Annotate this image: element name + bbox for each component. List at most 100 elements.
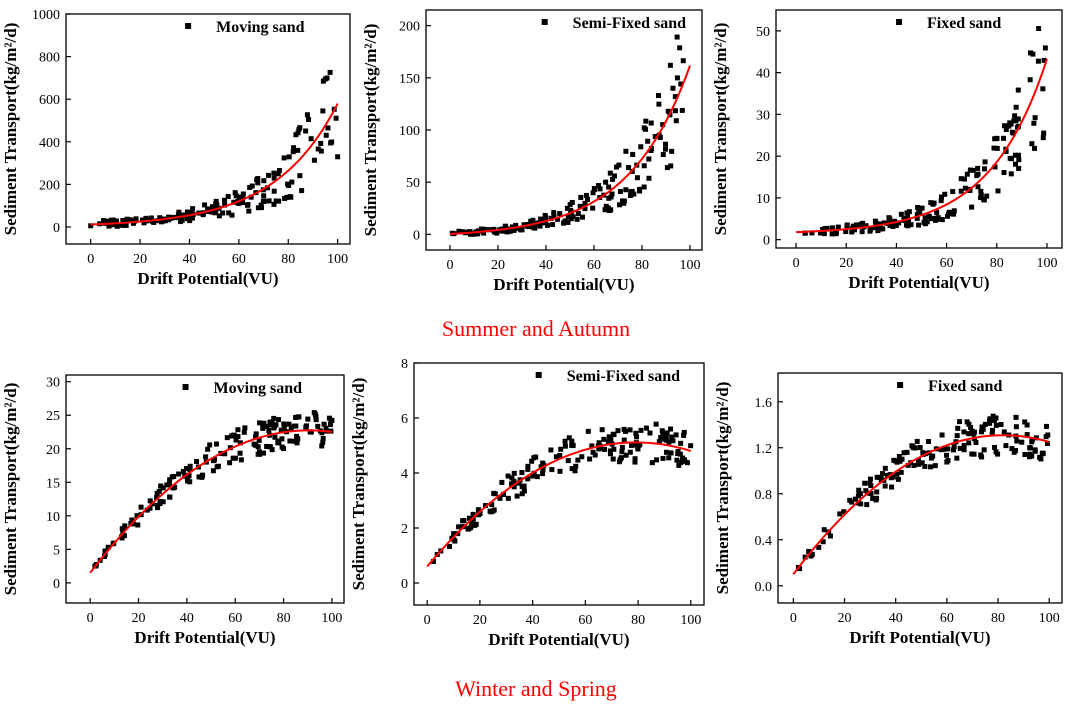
data-point	[509, 475, 515, 481]
data-point	[893, 458, 899, 464]
data-point	[887, 216, 893, 222]
data-point	[499, 479, 505, 485]
data-point	[247, 184, 253, 190]
data-point	[155, 505, 161, 511]
season-label-summer-autumn: Summer and Autumn	[441, 316, 631, 341]
data-point	[608, 436, 614, 442]
data-point	[313, 417, 319, 423]
data-point	[632, 459, 638, 465]
fit-curve	[792, 434, 1050, 575]
data-point	[874, 489, 880, 495]
data-point	[248, 194, 254, 200]
data-point	[670, 85, 676, 91]
data-point	[315, 423, 321, 429]
data-point	[964, 171, 970, 177]
y-tick-label: 4	[401, 467, 408, 482]
data-point	[674, 34, 680, 40]
data-point	[461, 518, 467, 524]
legend-label: Semi-Fixed sand	[573, 15, 686, 32]
data-point	[154, 490, 160, 496]
y-tick-label: 0.4	[755, 534, 773, 549]
data-point	[978, 192, 984, 198]
scatter-series	[430, 421, 694, 564]
data-point	[939, 217, 945, 223]
data-point	[878, 477, 884, 483]
data-point	[950, 447, 956, 453]
data-point	[264, 443, 270, 449]
y-tick-label: 10	[46, 510, 60, 525]
data-point	[147, 505, 153, 511]
data-point	[101, 218, 107, 224]
data-point	[882, 483, 888, 489]
x-tick-label: 40	[889, 256, 903, 271]
data-point	[649, 460, 655, 466]
data-point	[898, 211, 904, 217]
data-point	[104, 218, 110, 224]
x-tick-label: 0	[790, 611, 797, 626]
data-point	[962, 176, 968, 182]
data-point	[945, 446, 951, 452]
data-point	[875, 228, 881, 234]
data-point	[572, 468, 578, 474]
data-point	[499, 228, 505, 234]
fit-curve	[426, 441, 692, 568]
data-point	[549, 467, 555, 473]
data-point	[240, 195, 246, 201]
data-point	[207, 442, 213, 448]
data-point	[189, 215, 195, 221]
data-point	[295, 147, 301, 153]
data-point	[214, 464, 220, 470]
data-point	[653, 421, 659, 427]
data-point	[615, 428, 621, 434]
data-point	[917, 445, 923, 451]
data-point	[978, 188, 984, 194]
data-point	[630, 151, 636, 157]
data-point	[895, 476, 901, 482]
data-point	[1029, 437, 1035, 443]
data-point	[966, 440, 972, 446]
scatter-series	[795, 413, 1051, 572]
data-point	[579, 454, 585, 460]
data-point	[678, 440, 684, 446]
data-point	[684, 460, 690, 466]
data-point	[675, 449, 681, 455]
data-point	[119, 535, 125, 541]
y-axis-label: Sediment Transport(kg/m²/d)	[1, 23, 20, 236]
data-point	[915, 204, 921, 210]
x-tick-label: 60	[940, 611, 954, 626]
x-tick-label: 60	[578, 613, 592, 628]
data-point	[1030, 51, 1036, 57]
data-point	[315, 146, 321, 152]
chart-5: 0 20 40 60 80 100 0 2 4 6 8 Drift Potential(VU) Sedi…	[349, 357, 705, 649]
y-tick-label: 25	[46, 409, 60, 424]
data-point	[668, 163, 674, 169]
data-point	[679, 107, 685, 113]
data-point	[187, 463, 193, 469]
data-point	[573, 463, 579, 469]
data-point	[327, 422, 333, 428]
data-point	[216, 213, 222, 219]
x-tick-label: 100	[680, 258, 701, 273]
x-tick-label: 40	[182, 252, 196, 267]
data-point	[1013, 414, 1019, 420]
data-point	[934, 210, 940, 216]
data-point	[532, 224, 538, 230]
data-point	[1003, 126, 1009, 132]
data-point	[915, 458, 921, 464]
data-point	[187, 479, 193, 485]
data-point	[665, 108, 671, 114]
data-point	[681, 429, 687, 435]
data-point	[981, 196, 987, 202]
data-point	[486, 227, 492, 233]
data-point	[264, 423, 270, 429]
y-tick-label: 1000	[32, 8, 60, 23]
data-point	[969, 428, 975, 434]
data-point	[945, 458, 951, 464]
data-point	[181, 212, 187, 218]
data-point	[582, 200, 588, 206]
data-point	[490, 508, 496, 514]
data-point	[668, 450, 674, 456]
data-point	[451, 537, 457, 543]
data-point	[575, 457, 581, 463]
data-point	[511, 480, 517, 486]
